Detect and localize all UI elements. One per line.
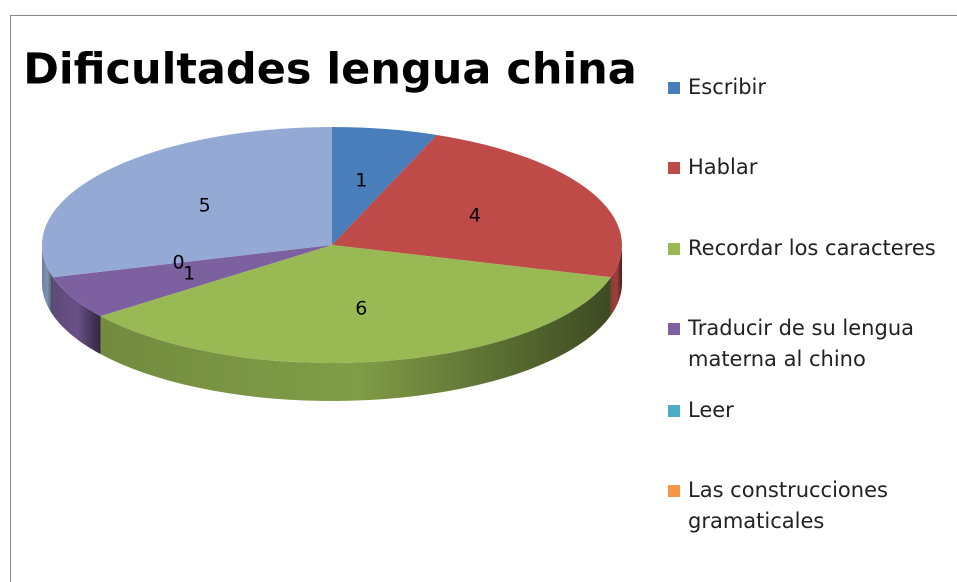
slice-side [42,245,54,316]
legend-item: Las construcciones gramaticales [668,475,938,537]
legend-label: Recordar los caracteres [688,236,936,260]
slice [332,134,622,278]
legend-swatch [668,323,680,335]
legend-swatch [668,243,680,255]
legend-label: Escribir [688,75,767,99]
slice-side [53,277,101,355]
legend-swatch [668,405,680,417]
data-label: 0 [173,251,185,273]
legend-label: Leer [688,398,734,422]
slice-side [100,277,611,401]
legend-swatch [668,162,680,174]
legend-item: Leer [668,395,938,426]
slice [53,245,333,317]
slice-side [610,245,622,316]
slice [332,127,437,245]
legend-label: Las construcciones gramaticales [688,478,888,533]
legend-item: Traducir de su lengua materna al chino [668,313,938,375]
legend-swatch [668,82,680,94]
legend-item: Escribir [668,72,938,103]
chart-frame [10,15,957,582]
legend-label: Traducir de su lengua materna al chino [688,316,914,371]
chart-title: Dificultades lengua china [23,45,637,95]
legend-label: Hablar [688,155,758,179]
slice [41,126,332,278]
data-label: 4 [469,205,481,227]
data-label: 1 [183,262,195,284]
data-label: 1 [355,170,367,192]
legend-swatch [668,485,680,497]
legend-item: Recordar los caracteres [668,233,938,264]
legend-item: Hablar [668,152,938,183]
data-label: 6 [355,297,367,319]
data-label: 5 [199,194,211,216]
slice [100,245,611,364]
